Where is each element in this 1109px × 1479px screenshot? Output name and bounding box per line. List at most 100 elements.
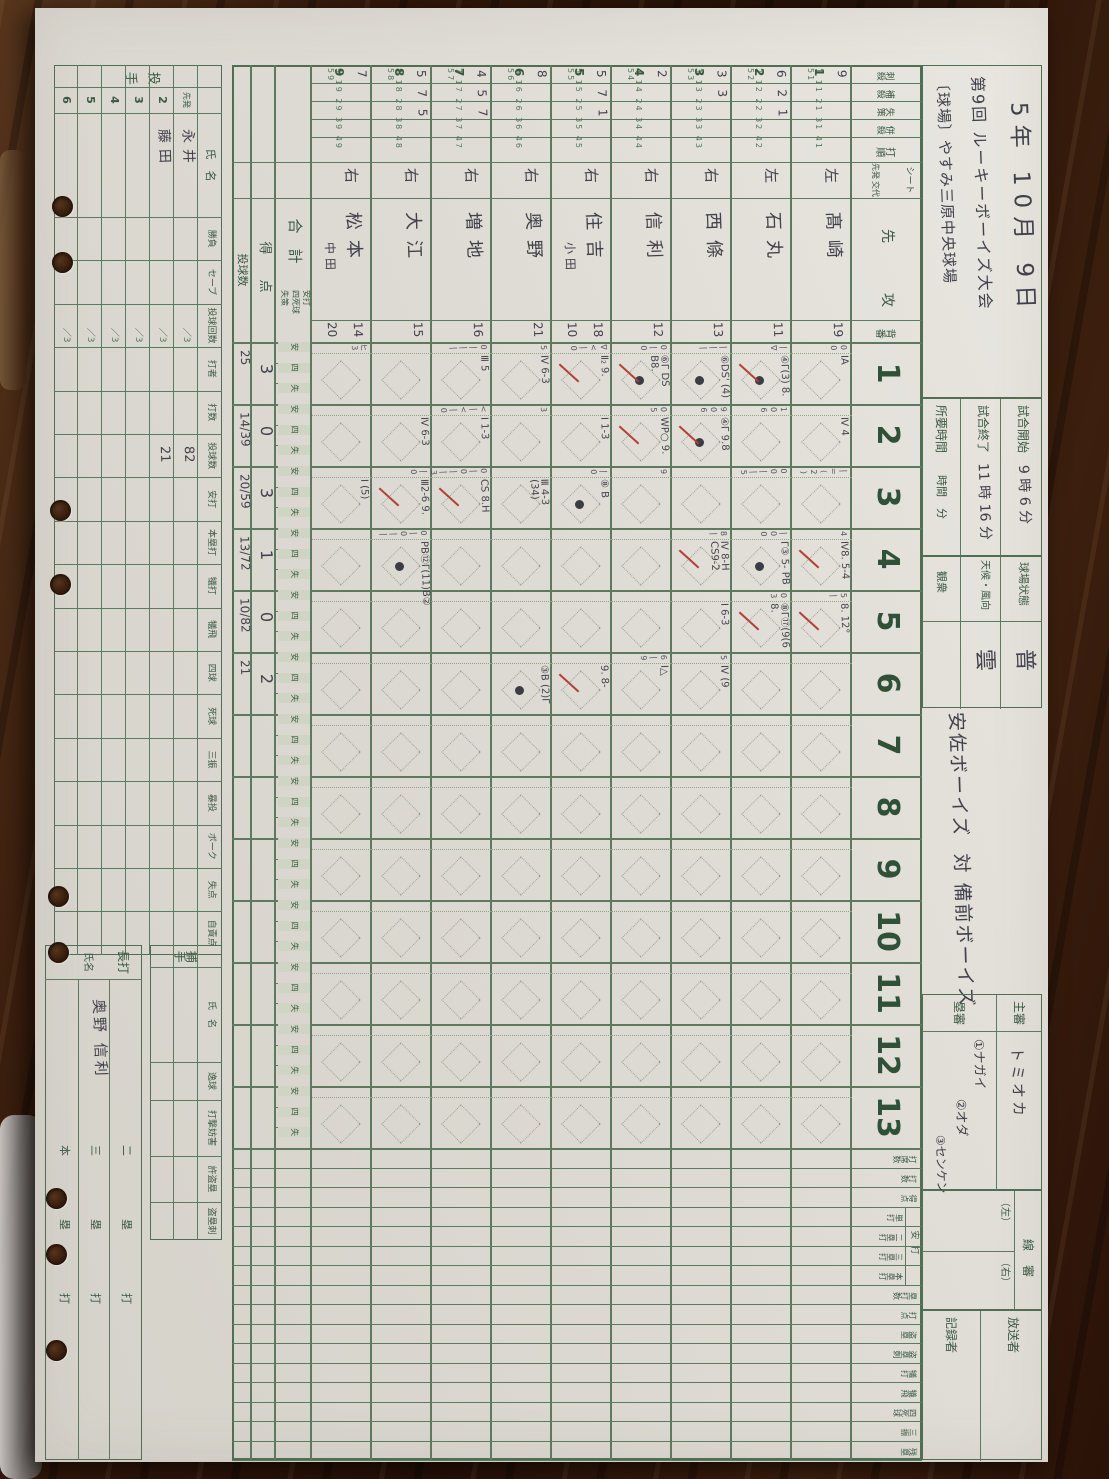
row-line: [370, 65, 372, 1460]
tally-strip-line: [312, 1035, 372, 1037]
inning-runs: 1: [256, 549, 277, 561]
tally-strip-line: [672, 849, 732, 851]
vline: [232, 1440, 922, 1442]
umpires-box: 主審 トミオカ 塁審 ①ナガイ ②オダ ③センケン: [921, 994, 1042, 1194]
tally-strip-line: [672, 477, 732, 479]
wood-highlight: [0, 150, 26, 390]
time-box: 試合開始 9 時 6 分 試合終了 11 時 16 分 所要時間 時間 分: [922, 398, 1042, 557]
tally-strip-line: [552, 601, 612, 603]
tally-strip-line: [732, 1035, 792, 1037]
pa-sequence-numbers: 9 19 29 39 49 59: [325, 68, 343, 150]
longhits-section-0: 二 塁 打: [120, 1145, 133, 1330]
tally-strip-line: [792, 663, 852, 665]
pitch-tally: 0|0: [637, 342, 669, 353]
inning-header-1: 1: [869, 362, 905, 384]
sub-batter-name: 中田: [322, 241, 338, 275]
batter-name: 石丸: [762, 211, 785, 269]
tally-strip-line: [792, 973, 852, 975]
totals-header-犠飛: 犠飛: [901, 1389, 917, 1398]
vline: [232, 1304, 922, 1305]
batting-order: 2: [752, 68, 766, 77]
base-umpire-2: ②オダ: [952, 1098, 969, 1137]
inning-vline: [232, 404, 922, 406]
tally-strip-line: [672, 1035, 732, 1037]
mini-label-失: 失: [278, 383, 310, 394]
mini-label-失: 失: [278, 941, 310, 952]
mini-label-四: 四: [278, 672, 310, 683]
game-start-label: 試合開始: [1016, 405, 1030, 454]
vline: [232, 1323, 922, 1325]
batting-order: 8: [392, 68, 406, 77]
longhits-label: 長打: [116, 949, 131, 974]
totals-header-三塁打: 三塁打: [879, 1252, 903, 1262]
scoring-mark: Γ③ 5- PB: [778, 540, 791, 585]
position-value: 右: [641, 167, 661, 184]
field-state-label: 球場状態: [1017, 562, 1030, 606]
inning-header-5: 5: [869, 610, 905, 632]
mini-label-四: 四: [278, 796, 310, 807]
mini-label-安: 安: [278, 838, 310, 848]
fielding-tallies: 5 7 5: [414, 69, 430, 121]
tally-strip-line: [552, 911, 612, 913]
tally-strip-line: [732, 663, 792, 665]
jersey-number: 19: [830, 321, 846, 338]
vline: [232, 1421, 922, 1422]
inning-header-2: 2: [869, 424, 905, 446]
fielding-tallies: 2: [654, 69, 670, 82]
mini-label-安: 安: [278, 1024, 310, 1034]
pitch-tally: 9: [657, 466, 669, 477]
batter-name: 松本: [342, 211, 365, 269]
innings-preprint: ／3: [85, 327, 95, 343]
pitcher-pitch-count: 21: [156, 445, 173, 463]
scoring-mark: Ⅳ 4: [838, 416, 850, 436]
inning-header-6: 6: [869, 672, 905, 694]
jersey-number: 18: [590, 321, 606, 338]
position-value: 右: [521, 167, 541, 184]
game-end-value: 11 時 16 分: [974, 462, 994, 541]
col-header-name: 先 攻: [879, 229, 896, 325]
catcher-col-逸球: 逸球: [205, 1071, 216, 1090]
pitcher-col-name: 氏 名: [203, 148, 217, 182]
pitcher-col-打者: 打者: [205, 359, 216, 378]
pitcher-row-label: 5: [83, 96, 97, 104]
pitch-tally: |0: [587, 466, 609, 477]
tally-strip-line: [792, 1035, 852, 1037]
recorders-box: 放送者 記録者: [922, 1310, 1042, 1461]
mini-label-失: 失: [278, 1127, 310, 1138]
batting-order: 5: [572, 68, 586, 77]
mini-label-安: 安: [278, 652, 310, 662]
tally-strip-line: [492, 601, 552, 603]
run-dot: [395, 562, 404, 571]
scoring-mark: 8. 12°: [838, 602, 851, 634]
pitch-tally: |∇: [767, 342, 789, 353]
pitch-tally: 106: [757, 404, 789, 415]
scoring-mark: ④Γ(3) 8.: [778, 354, 791, 397]
tally-strip-line: [612, 849, 672, 851]
mini-label-安: 安: [278, 528, 310, 538]
chief-umpire-label: 主審: [1012, 1000, 1027, 1025]
scoring-mark: ⅠA: [838, 354, 850, 365]
tournament-title: 第9回 ルーキーボーイズ大会: [967, 75, 996, 312]
run-dot: [755, 562, 764, 571]
hline: [149, 65, 150, 955]
pitch-tally: |00: [757, 528, 789, 539]
scoring-mark: Ⅳ8. 5-4: [838, 540, 851, 580]
tally-strip-line: [432, 601, 492, 603]
inning-vline: [232, 962, 922, 964]
mini-label-安: 安: [278, 342, 310, 352]
batting-order: 9: [332, 68, 346, 77]
tally-strip-line: [432, 539, 492, 541]
matchup-box: 安佐ボーイズ 対 備前ボーイズ: [920, 708, 1042, 1008]
scoring-mark: Ⅰ△: [658, 664, 670, 676]
inning-vline: [232, 900, 922, 902]
pa-sequence-numbers: 6 16 26 36 46 56: [505, 68, 523, 150]
hline: [78, 979, 79, 1460]
tally-strip-line: [372, 911, 432, 913]
mini-label-安: 安: [278, 714, 310, 724]
totals-header-打点: 打点: [901, 1311, 917, 1320]
tally-strip-line: [732, 725, 792, 727]
hline: [173, 945, 174, 1240]
vline: [45, 979, 142, 980]
pitch-tally: 00||5: [737, 466, 789, 478]
mini-label-失: 失: [278, 445, 310, 456]
